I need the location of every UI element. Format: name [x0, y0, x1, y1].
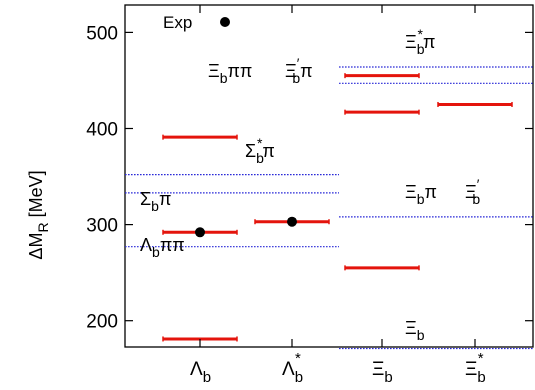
x-tick-label: Ξb: [372, 359, 393, 386]
plot-frame: [124, 4, 534, 348]
threshold-label: Ξ′ b: [465, 176, 480, 207]
model-level-bar: [344, 73, 420, 79]
model-level-bar: [162, 134, 238, 140]
y-axis-ticks: 200 300 400 500: [86, 23, 533, 333]
y-tick-label: 400: [86, 120, 118, 141]
y-tick-label: 300: [86, 216, 118, 237]
experimental-point: [287, 216, 297, 227]
model-level-bar: [162, 336, 238, 342]
threshold-label: Ξbππ: [208, 61, 252, 86]
y-tick-label: 200: [86, 312, 118, 333]
x-tick-label: Ξb*: [465, 350, 486, 386]
threshold-label: Λbππ: [140, 235, 185, 260]
legend: Exp: [163, 13, 230, 32]
threshold-label: Ξbπ: [405, 182, 437, 207]
model-levels: [162, 73, 513, 342]
threshold-label: Σbπ: [140, 189, 171, 214]
y-axis-label: ΔMR [MeV]: [26, 170, 51, 259]
threshold-label: Ξb*π: [405, 26, 435, 57]
y-tick-label: 500: [86, 23, 118, 44]
x-tick-label: Λb: [190, 359, 211, 386]
threshold-lines: [125, 66, 533, 350]
model-level-bar: [437, 101, 513, 107]
threshold-label: Ξb: [405, 318, 425, 343]
legend-label: Exp: [163, 13, 192, 32]
experimental-points: [195, 216, 297, 238]
threshold-label: Σb*π: [245, 135, 275, 166]
x-tick-label: Λb*: [282, 350, 303, 386]
model-level-bar: [344, 265, 420, 271]
threshold-labels: Λbππ Σbπ Σb*π Ξb Ξbπ Ξ′ b Ξbππ Ξ′ bπ Ξb*π: [140, 26, 480, 343]
experimental-point: [195, 227, 205, 238]
threshold-label: Ξ′ bπ: [285, 55, 313, 86]
x-axis-ticks: Λb Λb* Ξb Ξb*: [190, 5, 486, 386]
model-level-bar: [344, 109, 420, 115]
legend-marker: [220, 17, 230, 27]
